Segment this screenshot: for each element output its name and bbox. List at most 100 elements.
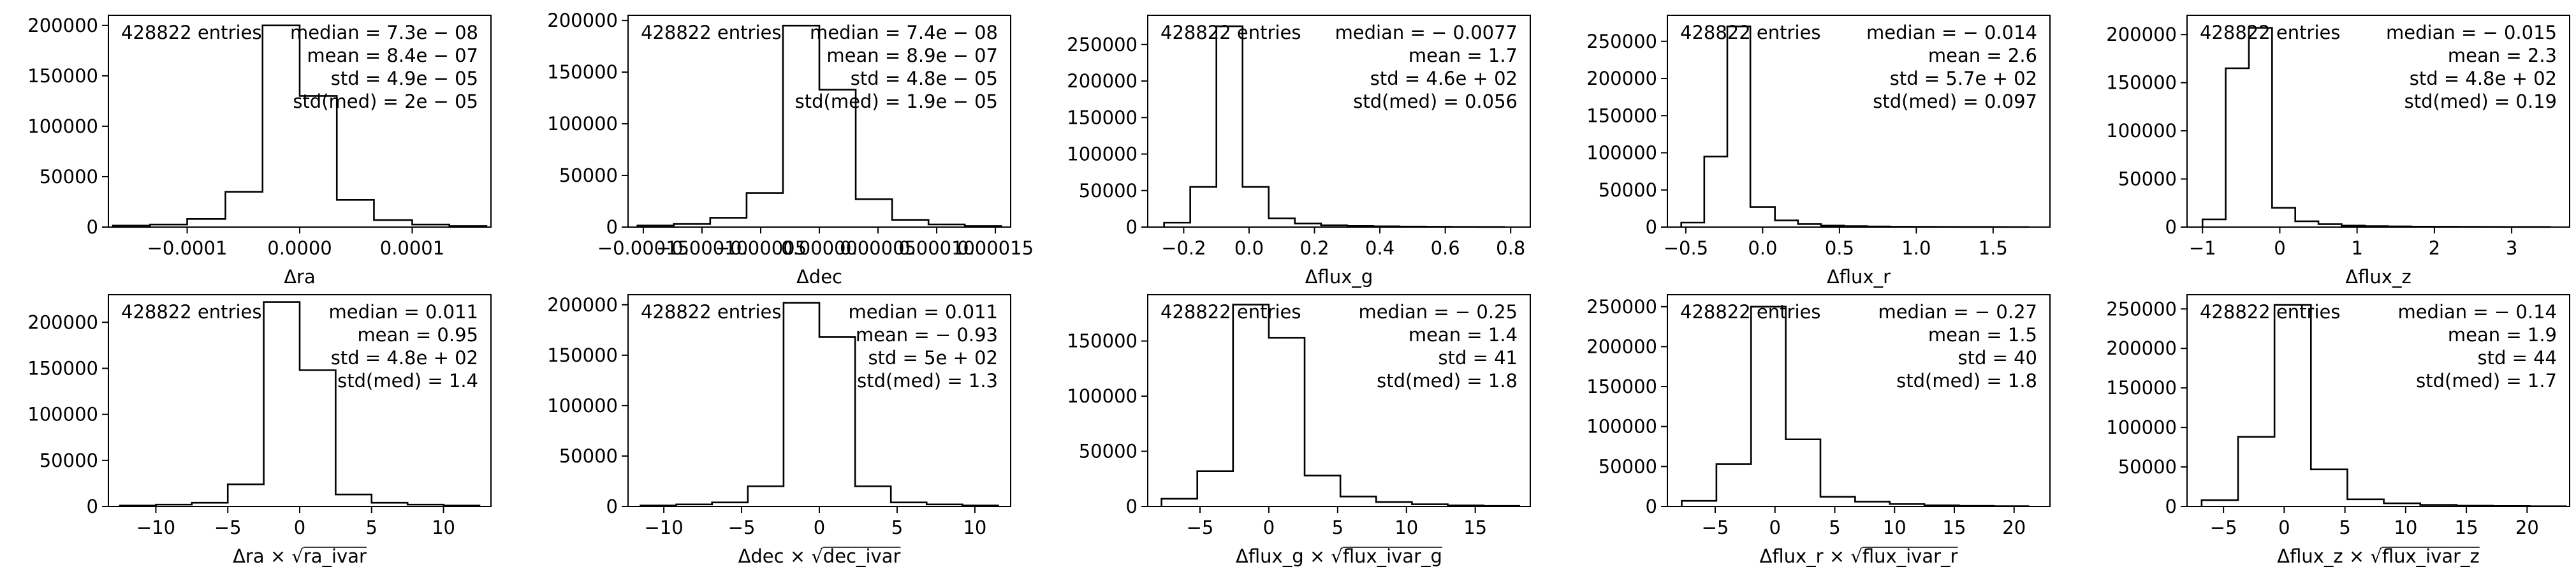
stats-label: std(med) = 1.8 xyxy=(1896,370,2037,392)
y-tick-label: 150000 xyxy=(1067,107,1138,128)
entries-label: 428822 entries xyxy=(1680,22,1820,43)
x-tick-label: 0 xyxy=(814,517,825,538)
x-axis-label: Δflux_g xyxy=(1305,266,1373,288)
y-tick-label: 200000 xyxy=(2106,337,2177,359)
histogram-bin xyxy=(1751,307,1785,506)
x-tick-label: 5 xyxy=(891,517,903,538)
x-tick-label: 20 xyxy=(2515,517,2539,538)
histogram-bin xyxy=(856,199,892,227)
histogram-bin xyxy=(1750,207,1775,227)
y-tick-label: 100000 xyxy=(547,113,618,135)
x-tick-label: 0 xyxy=(2278,517,2290,538)
x-tick-label: 0.2 xyxy=(1299,237,1329,259)
x-tick-label: 20 xyxy=(2002,517,2026,538)
x-tick-label: 10 xyxy=(1883,517,1906,538)
histogram-bin xyxy=(2347,499,2383,506)
histogram-bin xyxy=(1217,26,1243,227)
histogram-bin xyxy=(2274,305,2311,506)
histogram-bin xyxy=(335,494,371,506)
x-tick-label: −0.5 xyxy=(1664,237,1708,259)
entries-label: 428822 entries xyxy=(121,22,261,43)
x-axis-label: Δflux_r × √flux_ivar_r xyxy=(1760,545,1958,567)
x-tick-label: 0 xyxy=(2274,237,2285,259)
histogram-bin xyxy=(2238,437,2274,506)
histogram-bin xyxy=(264,302,300,506)
histogram-outline xyxy=(119,301,481,506)
y-tick-label: 50000 xyxy=(40,450,98,471)
entries-label: 428822 entries xyxy=(641,301,781,323)
histogram-panel-4: −0.5 0.0 0.5 1.0 1.5 0 50000 100000 150000 200000… xyxy=(1586,15,2051,288)
histogram-outline xyxy=(1160,304,1521,507)
stats-label: std = 4.8e + 02 xyxy=(331,347,478,369)
histogram-bin xyxy=(1233,305,1269,506)
y-tick-label: 150000 xyxy=(1586,376,1657,397)
y-tick-label: 200000 xyxy=(2106,24,2177,45)
stats-label: mean = 2.3 xyxy=(2448,45,2557,66)
entries-label: 428822 entries xyxy=(641,22,781,43)
y-tick-label: 50000 xyxy=(1079,441,1138,462)
x-tick-label: 0.00010 xyxy=(898,237,975,259)
axes-frame xyxy=(2186,294,2570,507)
histogram-panel-8: −5 0 5 10 15 0 50000 100000 150000 Δflux_g × √flu… xyxy=(1067,294,1531,567)
y-tick-label: 0 xyxy=(1126,496,1138,517)
histogram-bin xyxy=(1716,464,1751,506)
x-tick-label: −10 xyxy=(644,517,683,538)
histogram-bin xyxy=(1775,221,1798,227)
stats-label: median = 7.3e − 08 xyxy=(290,22,478,43)
histogram-bin xyxy=(1704,156,1727,227)
axes-frame xyxy=(2186,15,2570,228)
y-tick-label: 50000 xyxy=(1599,455,1657,477)
x-tick-label: 15 xyxy=(1943,517,1966,538)
histogram-bin xyxy=(1855,501,1889,506)
histogram-bin xyxy=(1820,497,1855,506)
y-tick-label: 0 xyxy=(87,496,98,517)
y-tick-label: 100000 xyxy=(1067,385,1138,407)
histogram-bin xyxy=(2226,68,2249,227)
y-tick-label: 100000 xyxy=(547,395,618,417)
x-tick-label: 0.0 xyxy=(1748,237,1777,259)
stats-label: std = 4.8e − 05 xyxy=(851,68,998,89)
stats-label: std = 4.6e + 02 xyxy=(1370,68,1518,89)
y-tick-label: 0 xyxy=(1646,496,1657,517)
histogram-bin xyxy=(784,303,819,506)
stats-label: mean = 1.7 xyxy=(1409,45,1518,66)
y-tick-label: 200000 xyxy=(27,311,98,333)
stats-label: std = 40 xyxy=(1958,347,2037,369)
y-tick-label: 200000 xyxy=(1586,336,1657,357)
y-tick-label: 0 xyxy=(606,496,618,517)
histogram-bin xyxy=(300,96,337,227)
histogram-bin xyxy=(1269,218,1295,227)
y-tick-label: 150000 xyxy=(1067,330,1138,352)
x-tick-label: 0.4 xyxy=(1365,237,1394,259)
histogram-outline xyxy=(1681,306,2030,507)
histogram-bin xyxy=(748,486,784,506)
y-tick-label: 150000 xyxy=(27,357,98,379)
histogram-bin xyxy=(2249,28,2272,227)
histogram-bin xyxy=(1305,476,1340,506)
histogram-bin xyxy=(2272,208,2295,227)
histogram-bin xyxy=(710,218,747,227)
stats-label: std = 4.8e + 02 xyxy=(2410,68,2557,89)
x-tick-label: 0 xyxy=(1769,517,1781,538)
y-tick-label: 150000 xyxy=(547,344,618,366)
x-tick-label: −10 xyxy=(136,517,175,538)
stats-label: mean = 0.95 xyxy=(357,324,478,346)
stats-label: median = − 0.25 xyxy=(1358,301,1518,323)
histogram-bin xyxy=(1786,439,1820,506)
x-tick-label: 5 xyxy=(1829,517,1840,538)
histogram-bin xyxy=(2295,221,2318,227)
histogram-bin xyxy=(1681,223,1704,227)
axes-frame xyxy=(1667,294,2051,507)
y-tick-label: 100000 xyxy=(1067,144,1138,165)
x-tick-label: −5 xyxy=(728,517,756,538)
histogram-panel-7: −10 −5 0 5 10 0 50000 100000 150000 200000 Δdec × … xyxy=(547,294,1011,567)
histogram-panel-1: −0.0001 0.0000 0.0001 0 50000 100000 150000 200… xyxy=(27,15,492,288)
y-tick-label: 50000 xyxy=(1599,179,1657,201)
stats-label: std(med) = 0.19 xyxy=(2404,91,2557,112)
histogram-bin xyxy=(1243,187,1269,227)
y-tick-label: 0 xyxy=(2165,496,2177,517)
x-tick-label: −0.00005 xyxy=(715,237,807,259)
x-tick-label: 0.00015 xyxy=(957,237,1034,259)
y-tick-label: 0 xyxy=(1126,216,1138,238)
histogram-bin xyxy=(892,220,928,227)
